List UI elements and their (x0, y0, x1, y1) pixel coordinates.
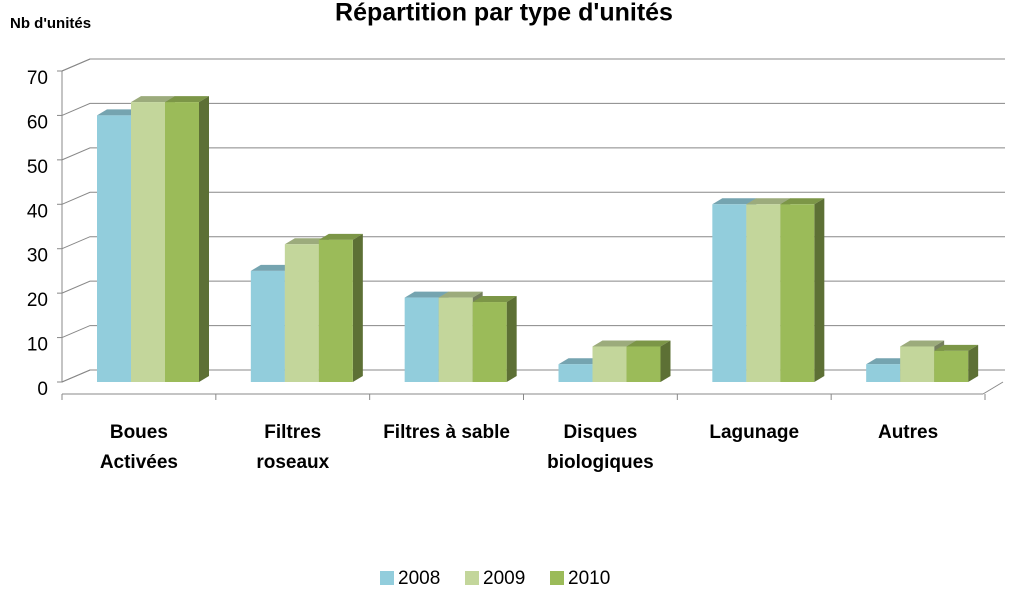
grid-line (61, 58, 1005, 72)
bar-top (250, 264, 295, 271)
legend-swatch (465, 571, 479, 585)
bar-front (438, 297, 473, 382)
bar-front (866, 364, 901, 382)
bar-front (934, 350, 969, 382)
chart-title: Répartition par type d'unités (335, 0, 673, 27)
grid-line (61, 236, 1005, 250)
y-tick-label: 50 (27, 157, 48, 178)
x-tick-label: Disques biologiques (547, 422, 654, 473)
x-tick-label: Filtres roseaux (256, 422, 330, 473)
bar-side (506, 296, 517, 382)
bar-front (250, 270, 285, 382)
grid-line (61, 369, 1005, 383)
bar-top (165, 96, 209, 103)
legend-label: 2009 (483, 568, 525, 589)
bar-side (660, 340, 671, 382)
legend-label: 2008 (398, 568, 440, 589)
bar-side (814, 198, 825, 382)
grid-line (61, 280, 1005, 294)
bar-front (900, 346, 935, 382)
bar (934, 344, 979, 382)
bar-top (438, 291, 483, 298)
bar-front (712, 204, 747, 382)
x-tick-label: Lagunage (709, 422, 800, 443)
bar-front (131, 102, 165, 382)
bar-top (780, 198, 825, 205)
bar-side (199, 96, 209, 382)
bar-front (165, 102, 199, 382)
x-tick-label: Boues Activées (99, 422, 178, 473)
bar-side (352, 233, 363, 382)
bar-top (404, 291, 449, 298)
bar-top (97, 109, 141, 116)
bar-top (284, 238, 329, 245)
bar-front (472, 302, 507, 382)
bar-front (746, 204, 781, 382)
y-tick-label: 30 (27, 246, 48, 267)
bar-top (558, 358, 603, 365)
bar-top (934, 344, 979, 351)
y-tick-label: 70 (27, 68, 48, 89)
floor-right (982, 381, 1004, 395)
bar-side (968, 344, 979, 382)
bar-top (900, 340, 945, 347)
bar-front (97, 115, 131, 382)
bar-front (626, 346, 661, 382)
bar (780, 198, 825, 382)
bar (165, 96, 209, 382)
legend-swatch (380, 571, 394, 585)
legend-swatch (550, 571, 564, 585)
grid-line (61, 191, 1005, 205)
legend-label: 2010 (568, 568, 610, 589)
bar (626, 340, 671, 382)
y-tick-label: 0 (37, 379, 48, 400)
y-tick-label: 60 (27, 112, 48, 133)
bar (472, 296, 517, 382)
bar-front (780, 204, 815, 382)
bar-top (712, 198, 757, 205)
bar-top (131, 96, 175, 103)
bar-front (284, 244, 319, 382)
bar-top (866, 358, 911, 365)
y-tick-label: 40 (27, 201, 48, 222)
bar-front (558, 364, 593, 382)
bar-top (472, 296, 517, 303)
x-tick-label: Autres (877, 422, 939, 443)
bar-top (626, 340, 671, 347)
bar-front (592, 346, 627, 382)
y-tick-label: 20 (27, 290, 48, 311)
bar-top (592, 340, 637, 347)
y-axis-label: Nb d'unités (10, 15, 91, 32)
grid-line (61, 102, 1005, 116)
grid-line (61, 147, 1005, 161)
bar-top (746, 198, 791, 205)
x-tick-label: Filtres à sable (383, 422, 510, 443)
y-tick-label: 10 (27, 335, 48, 356)
bar-front (404, 297, 439, 382)
bar-front (318, 239, 353, 382)
grid-line (61, 325, 1005, 339)
bar (318, 233, 363, 382)
bar-top (318, 233, 363, 240)
